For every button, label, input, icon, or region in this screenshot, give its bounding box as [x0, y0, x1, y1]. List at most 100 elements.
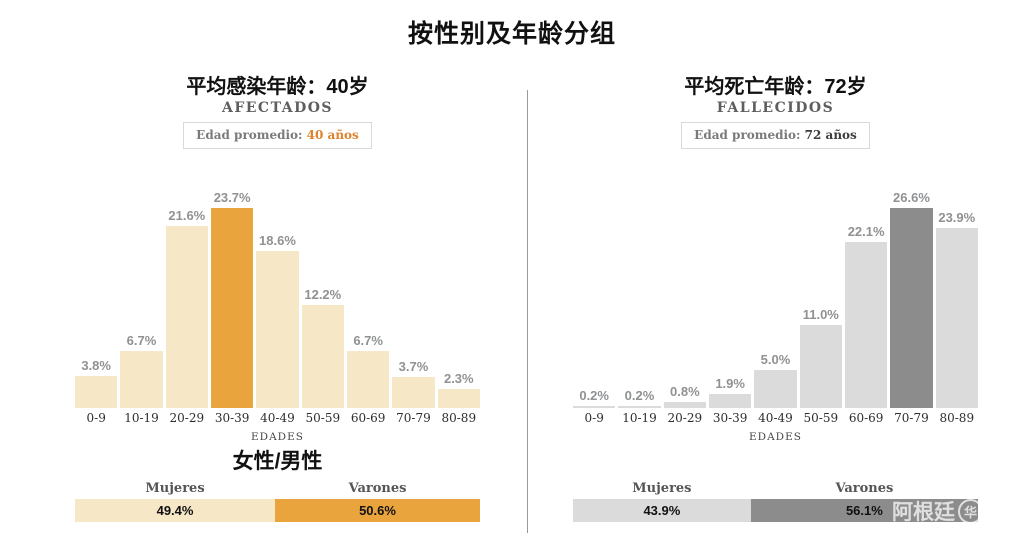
category-label: 50-59 — [803, 411, 839, 425]
category-label: 10-19 — [622, 411, 657, 425]
gender-labels: Mujeres Varones — [573, 481, 978, 496]
gender-segment: 43.9% — [573, 499, 751, 522]
bar-value-label: 0.2% — [579, 388, 609, 403]
bar — [392, 376, 435, 408]
bar-value-label: 3.8% — [81, 357, 111, 373]
gender-bar: 43.9% 56.1% — [573, 499, 978, 522]
bar-column: 23.9% — [935, 210, 978, 408]
gender-segment: 50.6% — [275, 499, 480, 522]
fallecidos-average-age-badge: Edad promedio: 72 años — [681, 122, 870, 149]
bar — [754, 370, 797, 408]
bar-column: 2.3% — [437, 370, 480, 408]
bar-value-label: 5.0% — [760, 352, 791, 368]
bar-value-label: 0.8% — [670, 384, 700, 399]
bar-value-label: 21.6% — [168, 207, 206, 223]
bar-column: 0.2% — [573, 388, 616, 408]
gender-label: Mujeres — [145, 481, 205, 496]
category-label: 40-49 — [260, 411, 295, 425]
bars: 3.8% 6.7% 21.6% 23.7% 18.6% 12.2% 6.7% 3.7% 2.3% — [75, 188, 480, 408]
badge-label: Edad promedio: — [196, 128, 303, 142]
bar-column: 22.1% — [844, 223, 888, 408]
fallecidos-xaxis-label: EDADES — [749, 431, 802, 443]
categories: 0-9 10-19 20-29 30-39 40-49 50-59 60-69 70-79 80… — [75, 411, 480, 425]
bar — [890, 208, 933, 408]
bar-column: 5.0% — [754, 352, 797, 408]
bar-value-label: 1.9% — [715, 375, 745, 391]
bar-column: 18.6% — [256, 233, 299, 408]
bar — [663, 402, 706, 408]
afectados-section-label: AFECTADOS — [221, 100, 334, 116]
bar — [935, 228, 978, 408]
page-title: 按性别及年龄分组 — [407, 20, 616, 48]
gender-segment: 49.4% — [75, 499, 276, 522]
gender-segment: 56.1% — [750, 499, 978, 522]
bar — [256, 251, 299, 408]
category-label: 70-79 — [894, 411, 929, 425]
fallecidos-section-label: FALLECIDOS — [716, 100, 835, 116]
bar-value-label: 0.2% — [624, 388, 655, 403]
bar — [120, 351, 163, 408]
category-label: 40-49 — [758, 411, 793, 425]
bar-column: 3.8% — [75, 357, 118, 408]
gender-bar: 49.4% 50.6% — [75, 499, 480, 522]
bar-value-label: 3.7% — [398, 358, 429, 374]
category-label: 80-89 — [441, 411, 477, 425]
bar-column: 6.7% — [120, 333, 163, 408]
bar — [346, 351, 390, 408]
category-label: 10-19 — [124, 411, 159, 425]
bar-column: 0.8% — [663, 384, 706, 408]
bar — [618, 406, 661, 408]
category-label: 50-59 — [305, 411, 341, 425]
fallecidos-subtitle: 平均死亡年龄：72岁 — [684, 76, 867, 98]
bar — [437, 388, 480, 408]
bar — [75, 375, 118, 408]
bar-column: 1.9% — [708, 375, 752, 408]
bar-column: 12.2% — [301, 287, 344, 408]
afectados-xaxis-label: EDADES — [251, 431, 304, 443]
bar-column: 26.6% — [890, 190, 933, 408]
category-label: 0-9 — [86, 411, 106, 425]
category-label: 20-29 — [169, 411, 205, 425]
bar — [165, 225, 208, 408]
categories: 0-9 10-19 20-29 30-39 40-49 50-59 60-69 70-79 80… — [573, 411, 978, 425]
gender-label: Mujeres — [632, 481, 692, 496]
category-label: 60-69 — [350, 411, 386, 425]
bar — [799, 325, 842, 408]
bar — [844, 241, 888, 408]
bar-column: 6.7% — [346, 333, 390, 408]
bar-value-label: 23.9% — [938, 210, 976, 226]
bar — [301, 305, 344, 408]
badge-label: Edad promedio: — [694, 128, 801, 142]
bar-value-label: 26.6% — [893, 190, 930, 205]
gender-label: Varones — [348, 481, 407, 496]
category-label: 30-39 — [712, 411, 748, 425]
category-label: 30-39 — [214, 411, 250, 425]
badge-value: 40 años — [306, 128, 359, 142]
category-label: 60-69 — [848, 411, 884, 425]
bar-column: 21.6% — [165, 207, 208, 408]
afectados-average-age-badge: Edad promedio: 40 años — [183, 122, 372, 149]
bar-value-label: 22.1% — [847, 223, 885, 239]
gender-section-title: 女性/男性 — [232, 450, 323, 473]
category-label: 70-79 — [396, 411, 431, 425]
bar — [708, 393, 752, 408]
bar-column: 3.7% — [392, 358, 435, 408]
bar-column: 23.7% — [210, 190, 254, 408]
category-label: 0-9 — [584, 411, 604, 425]
bar-value-label: 23.7% — [213, 190, 251, 205]
bar-column: 11.0% — [799, 307, 842, 408]
bar — [210, 208, 254, 408]
badge-value: 72 años — [804, 128, 857, 142]
bar-value-label: 11.0% — [802, 307, 839, 323]
bar-value-label: 2.3% — [443, 370, 474, 386]
bar-column: 0.2% — [618, 388, 661, 408]
bar-value-label: 12.2% — [304, 287, 342, 303]
bar — [573, 406, 616, 408]
bar-value-label: 6.7% — [126, 333, 157, 349]
category-label: 80-89 — [939, 411, 975, 425]
bar-value-label: 6.7% — [353, 333, 383, 349]
gender-label: Varones — [835, 481, 894, 496]
bars: 0.2% 0.2% 0.8% 1.9% 5.0% 11.0% 22.1% 26.6% 23.9% — [573, 188, 978, 408]
category-label: 20-29 — [667, 411, 703, 425]
afectados-subtitle: 平均感染年龄：40岁 — [186, 76, 369, 98]
